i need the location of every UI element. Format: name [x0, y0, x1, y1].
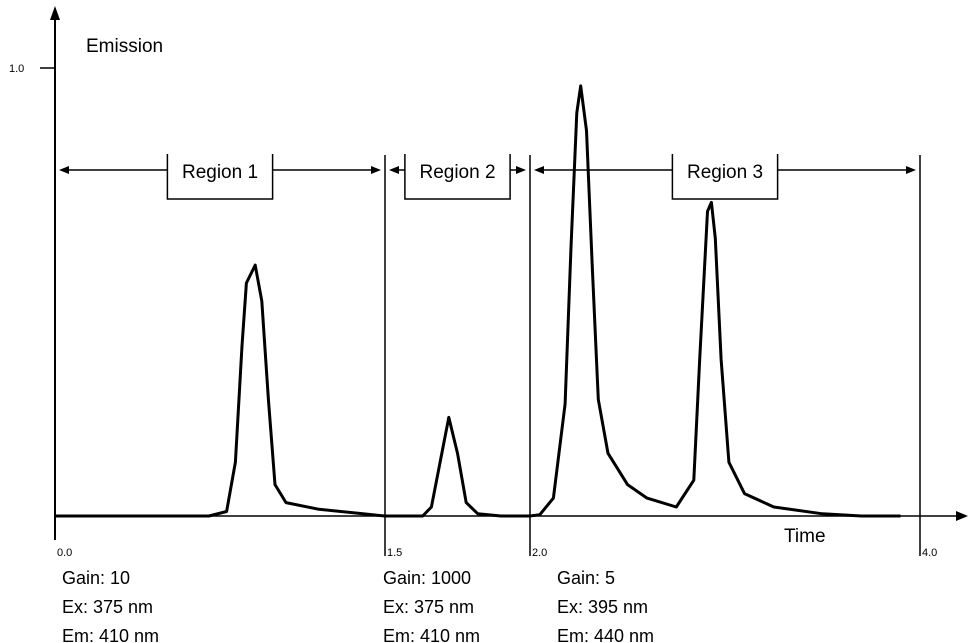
region-label: Region 3 — [687, 162, 763, 183]
region-bracket: Region 2 — [389, 154, 526, 200]
ex-label: Ex: 375 nm — [62, 597, 153, 617]
arrowhead-left — [389, 166, 399, 174]
x-tick-labels: 0.0 1.5 2.0 4.0 — [57, 547, 937, 559]
y-axis-arrow — [50, 6, 60, 20]
y-axis-label: Emission — [86, 36, 163, 57]
region-dividers — [384, 155, 921, 556]
em-label: Em: 440 nm — [557, 626, 654, 643]
region-label: Region 1 — [182, 162, 258, 183]
x-tick-label: 1.5 — [387, 547, 402, 559]
region-bracket: Region 3 — [534, 154, 916, 200]
em-label: Em: 410 nm — [383, 626, 480, 643]
settings-block: Gain: 5 Ex: 395 nm Em: 440 nm — [557, 568, 654, 643]
instrument-settings: Gain: 10 Ex: 375 nm Em: 410 nm Gain: 1000 Ex… — [62, 568, 654, 643]
y-tick-label-top: 1.0 — [9, 63, 24, 75]
x-tick-label: 4.0 — [922, 547, 937, 559]
gain-label: Gain: 10 — [62, 568, 130, 588]
x-tick-label: 2.0 — [532, 547, 547, 559]
ex-label: Ex: 395 nm — [557, 597, 648, 617]
region-brackets: Region 1 Region 2 Region 3 — [59, 154, 916, 200]
x-axis-label: Time — [784, 526, 826, 547]
arrowhead-right — [516, 166, 526, 174]
axes — [40, 6, 968, 540]
gain-label: Gain: 1000 — [383, 568, 471, 588]
arrowhead-left — [534, 166, 544, 174]
ex-label: Ex: 375 nm — [383, 597, 474, 617]
region-label: Region 2 — [419, 162, 495, 183]
region-bracket: Region 1 — [59, 154, 381, 200]
em-label: Em: 410 nm — [62, 626, 159, 643]
region-box — [166, 154, 274, 200]
arrowhead-right — [371, 166, 381, 174]
region-box — [671, 154, 779, 200]
settings-block: Gain: 10 Ex: 375 nm Em: 410 nm — [62, 568, 159, 643]
x-tick-label: 0.0 — [57, 547, 72, 559]
arrowhead-right — [906, 166, 916, 174]
emission-trace — [55, 84, 901, 518]
gain-label: Gain: 5 — [557, 568, 615, 588]
x-axis-arrow — [956, 511, 968, 521]
region-box — [404, 154, 511, 200]
arrowhead-left — [59, 166, 69, 174]
settings-block: Gain: 1000 Ex: 375 nm Em: 410 nm — [383, 568, 480, 643]
